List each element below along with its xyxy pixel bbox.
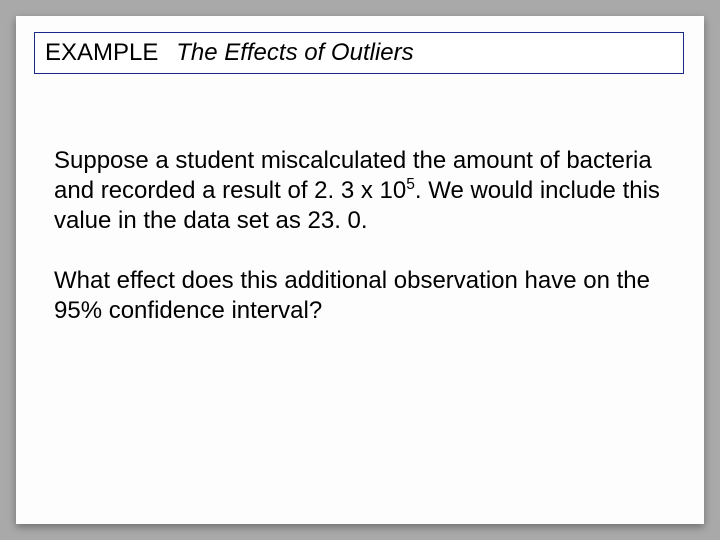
example-header-box: EXAMPLE The Effects of Outliers [34, 32, 684, 74]
slide: EXAMPLE The Effects of Outliers Suppose … [16, 16, 704, 524]
p1-superscript: 5 [406, 176, 415, 193]
header-title: The Effects of Outliers [176, 39, 413, 66]
header-spacer [163, 47, 172, 64]
paragraph-1: Suppose a student miscalculated the amou… [54, 146, 662, 236]
paragraph-2: What effect does this additional observa… [54, 266, 662, 326]
header-label: EXAMPLE [45, 39, 158, 66]
